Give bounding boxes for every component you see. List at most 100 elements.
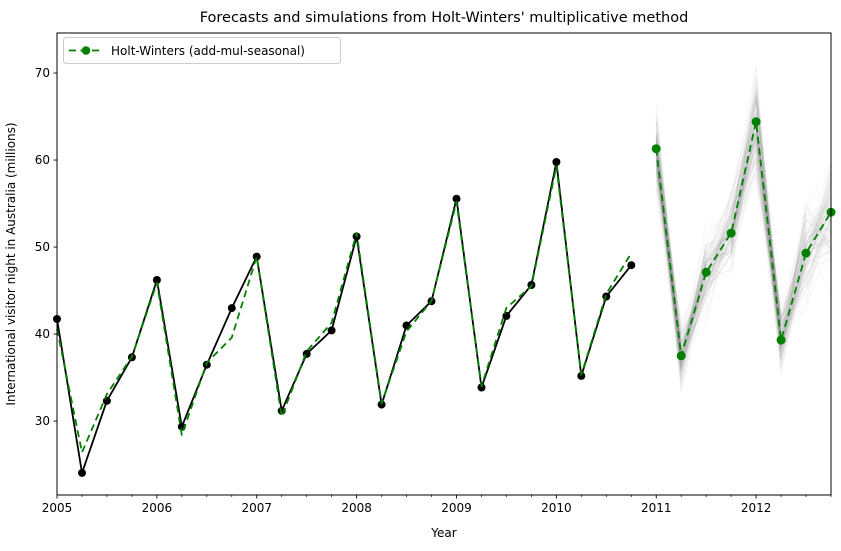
observed-marker: [577, 371, 586, 380]
simulation-path: [655, 140, 832, 335]
forecast-marker: [726, 228, 736, 238]
simulation-path: [655, 84, 832, 391]
x-tick-label: 2009: [441, 501, 472, 515]
simulation-path: [655, 102, 832, 374]
x-tick-label: 2008: [341, 501, 372, 515]
y-axis-label: International visitor night in Australia…: [4, 122, 18, 405]
simulation-path: [655, 118, 832, 370]
simulation-path: [655, 121, 832, 384]
forecast-marker: [801, 248, 811, 258]
simulation-path: [655, 139, 832, 373]
simulation-path: [655, 101, 832, 354]
forecast-series: [651, 117, 836, 361]
plot-area: 2005 2006 2007 2008 2009 2010 2011 2012 30 40 50 60…: [35, 65, 836, 515]
simulation-path: [655, 125, 832, 376]
simulation-path: [655, 132, 832, 374]
simulation-path: [655, 77, 832, 374]
chart-title: Forecasts and simulations from Holt-Wint…: [200, 10, 689, 26]
simulation-path: [655, 148, 832, 346]
simulation-path: [655, 135, 832, 354]
observed-marker: [452, 194, 461, 203]
simulation-path: [655, 136, 832, 367]
simulation-path: [655, 75, 832, 372]
x-axis: 2005 2006 2007 2008 2009 2010 2011 2012: [42, 495, 832, 515]
observed-marker: [477, 383, 486, 392]
observed-marker: [327, 326, 336, 335]
simulation-path: [655, 143, 832, 346]
simulation-path: [655, 98, 832, 328]
simulation-path: [655, 156, 832, 337]
simulation-path: [655, 119, 832, 360]
y-tick-label: 40: [35, 327, 50, 341]
simulation-path: [655, 161, 832, 364]
simulation-path: [655, 134, 832, 336]
simulation-path: [655, 129, 832, 384]
x-tick-label: 2010: [541, 501, 572, 515]
forecast-marker: [676, 351, 686, 361]
legend-marker-dot: [81, 46, 91, 55]
x-tick-label: 2006: [142, 501, 173, 515]
simulation-path: [655, 118, 832, 367]
simulation-path: [655, 97, 832, 349]
x-tick-label: 2012: [741, 501, 772, 515]
x-axis-label: Year: [430, 526, 456, 540]
simulation-path: [655, 120, 832, 339]
simulation-path: [655, 134, 832, 330]
simulation-path: [655, 115, 832, 350]
legend-box: [63, 37, 341, 64]
simulation-path: [655, 89, 832, 361]
simulation-path: [655, 133, 832, 371]
simulation-path: [655, 101, 832, 371]
simulation-path: [655, 102, 832, 346]
simulation-path: [655, 147, 832, 369]
simulation-path: [655, 97, 832, 356]
observed-marker: [252, 252, 261, 261]
forecast-line: [655, 120, 832, 357]
observed-marker: [377, 400, 386, 409]
simulation-path: [655, 137, 832, 364]
simulation-path: [655, 91, 832, 368]
simulation-path: [655, 134, 832, 355]
forecast-marker: [776, 335, 786, 345]
simulation-path: [655, 130, 832, 371]
simulation-path: [655, 123, 832, 384]
simulation-path: [655, 92, 832, 357]
fitted-line: [56, 165, 633, 454]
simulation-path: [655, 129, 832, 366]
y-axis: 30 40 50 60 70: [35, 66, 57, 428]
simulation-path: [655, 169, 832, 356]
simulation-path: [655, 141, 832, 344]
forecast-marker: [651, 144, 661, 154]
y-tick-label: 30: [35, 414, 50, 428]
simulation-path: [655, 132, 832, 359]
simulation-path: [655, 113, 832, 368]
simulation-path: [655, 94, 832, 355]
simulation-path: [655, 157, 832, 343]
simulation-path: [655, 130, 832, 361]
x-tick-label: 2011: [641, 501, 672, 515]
fitted-series: [56, 165, 633, 454]
observed-marker: [402, 321, 411, 330]
forecast-marker: [751, 117, 761, 127]
simulation-path: [655, 65, 832, 350]
simulation-path: [655, 140, 832, 343]
simulation-path: [655, 117, 832, 347]
forecast-marker: [701, 267, 711, 277]
plot-border: [56, 32, 832, 496]
observed-marker: [102, 396, 111, 405]
observed-marker: [152, 276, 161, 284]
observed-marker: [552, 158, 561, 166]
observed-marker: [627, 261, 636, 270]
simulation-path: [655, 135, 832, 381]
x-tick-label: 2005: [42, 501, 73, 515]
simulation-path: [655, 131, 832, 349]
simulation-path: [655, 140, 832, 348]
simulation-path: [655, 84, 832, 343]
simulation-path: [655, 94, 832, 353]
simulation-path: [655, 139, 832, 366]
legend-label: Holt-Winters (add-mul-seasonal): [111, 44, 305, 58]
y-tick-label: 50: [35, 240, 50, 254]
